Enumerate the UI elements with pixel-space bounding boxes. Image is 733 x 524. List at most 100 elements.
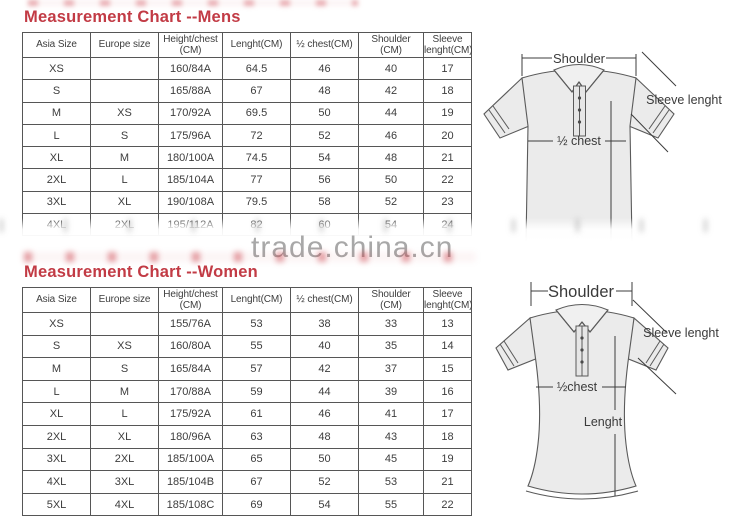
table-cell: 50 <box>290 101 359 125</box>
table-cell: 54 <box>290 146 359 170</box>
table-cell: 3XL <box>22 447 91 472</box>
women-shirt-diagram: Shoulder Sleeve lenght ½chest Lenght <box>495 282 719 500</box>
table-cell: 46 <box>358 123 424 148</box>
table-cell: 20 <box>423 123 472 148</box>
table-cell: 55 <box>358 492 424 517</box>
table-cell: L <box>90 402 159 426</box>
table-cell: 185/104B <box>158 470 223 494</box>
table-cell: 165/88A <box>158 79 223 103</box>
table-cell: 40 <box>358 56 424 81</box>
table-cell: 52 <box>358 190 424 215</box>
table-cell: M <box>90 146 159 170</box>
table-cell: M <box>22 357 91 381</box>
column-header: Height/chest (CM) <box>158 287 223 313</box>
mens-sleeves <box>483 76 675 139</box>
table-cell: XS <box>90 101 159 125</box>
table-cell: XL <box>90 424 159 449</box>
table-cell: 2XL <box>22 424 91 449</box>
table-cell: 77 <box>222 168 291 192</box>
table-cell: XS <box>22 312 91 336</box>
table-cell: 18 <box>423 79 472 103</box>
table-cell: 67 <box>222 470 291 494</box>
column-header: ½ chest(CM) <box>290 32 359 58</box>
table-row: XL M 180/100A 74.5 54 48 21 <box>22 146 472 170</box>
table-row: S XS 160/80A 55 40 35 14 <box>22 334 472 359</box>
table-cell: XL <box>90 190 159 215</box>
table-row: L M 170/88A 59 44 39 16 <box>22 379 472 404</box>
table-cell: L <box>90 168 159 192</box>
women-size-table-container: Asia Size Europe size Height/chest (CM) Len… <box>22 287 473 518</box>
table-cell: 33 <box>358 312 424 336</box>
table-cell: 185/104A <box>158 168 223 192</box>
table-row: 5XL 4XL 185/108C 69 54 55 22 <box>22 492 472 517</box>
table-cell <box>90 79 159 103</box>
women-section-title: Measurement Chart --Women <box>24 263 258 281</box>
table-cell: 5XL <box>22 492 91 517</box>
table-row: 3XL XL 190/108A 79.5 58 52 23 <box>22 190 472 215</box>
table-cell <box>90 56 159 81</box>
table-cell: 23 <box>423 190 472 215</box>
table-cell: 72 <box>222 123 291 148</box>
mens-half-chest-label: ½ chest <box>557 134 601 148</box>
table-cell: XL <box>22 402 91 426</box>
blur-artifact-top <box>28 0 358 6</box>
column-header: Lenght(CM) <box>222 32 291 58</box>
table-cell: 19 <box>423 447 472 472</box>
table-row: XL L 175/92A 61 46 41 17 <box>22 402 472 426</box>
column-header: Lenght(CM) <box>222 287 291 313</box>
column-header: Sleeve lenght(CM) <box>423 287 473 313</box>
mens-size-table-container: Asia Size Europe size Height/chest (CM) Len… <box>22 32 473 236</box>
table-cell: S <box>90 357 159 381</box>
table-row: XS 155/76A 53 38 33 13 <box>22 312 472 336</box>
table-cell: 2XL <box>90 447 159 472</box>
women-sleeve-length-label: Sleeve lenght <box>643 326 719 340</box>
mens-section-title: Measurement Chart --Mens <box>24 8 241 26</box>
table-cell: 69 <box>222 492 291 517</box>
table-cell: 170/88A <box>158 379 223 404</box>
table-cell: 43 <box>358 424 424 449</box>
table-row: M S 165/84A 57 42 37 15 <box>22 357 472 381</box>
table-cell: 160/80A <box>158 334 223 359</box>
women-half-chest-label: ½chest <box>557 380 598 394</box>
table-cell: 17 <box>423 402 472 426</box>
table-cell: 13 <box>423 312 472 336</box>
women-size-table: Asia Size Europe size Height/chest (CM) Len… <box>22 287 473 517</box>
table-cell: 2XL <box>22 168 91 192</box>
table-cell: 54 <box>290 492 359 517</box>
table-cell: 53 <box>358 470 424 494</box>
table-cell: 185/100A <box>158 447 223 472</box>
women-shoulder-label: Shoulder <box>548 283 615 301</box>
mens-size-table: Asia Size Europe size Height/chest (CM) Len… <box>22 32 473 236</box>
column-header: ½ chest(CM) <box>290 287 359 313</box>
women-sleeve-dimension <box>632 299 677 395</box>
table-cell: 15 <box>423 357 472 381</box>
table-cell: 67 <box>222 79 291 103</box>
table-cell: 48 <box>290 424 359 449</box>
table-cell: 185/108C <box>158 492 223 517</box>
women-placket <box>575 325 589 377</box>
table-row: 4XL 3XL 185/104B 67 52 53 21 <box>22 470 472 494</box>
watermark-text: trade.china.cn <box>251 231 454 264</box>
mens-cuff-lines <box>488 105 670 134</box>
table-cell: 35 <box>358 334 424 359</box>
table-cell: 38 <box>290 312 359 336</box>
column-header: Europe size <box>90 32 159 58</box>
table-cell: 160/84A <box>158 56 223 81</box>
women-cuff-lines <box>499 340 665 367</box>
table-cell: 190/108A <box>158 190 223 215</box>
table-cell: 79.5 <box>222 190 291 215</box>
mens-shirt-diagram: Shoulder Sleeve lenght ½ chest <box>483 51 722 244</box>
table-cell: 16 <box>423 379 472 404</box>
header-row: Asia Size Europe size Height/chest (CM) Len… <box>22 32 473 58</box>
table-cell: 69.5 <box>222 101 291 125</box>
table-cell: 4XL <box>22 470 91 494</box>
table-cell: 52 <box>290 123 359 148</box>
table-cell: 180/96A <box>158 424 223 449</box>
table-cell: 63 <box>222 424 291 449</box>
table-cell: 19 <box>423 101 472 125</box>
table-cell: 3XL <box>22 190 91 215</box>
table-cell: L <box>22 123 91 148</box>
table-row: M XS 170/92A 69.5 50 44 19 <box>22 101 472 125</box>
women-hem-line <box>525 490 639 500</box>
